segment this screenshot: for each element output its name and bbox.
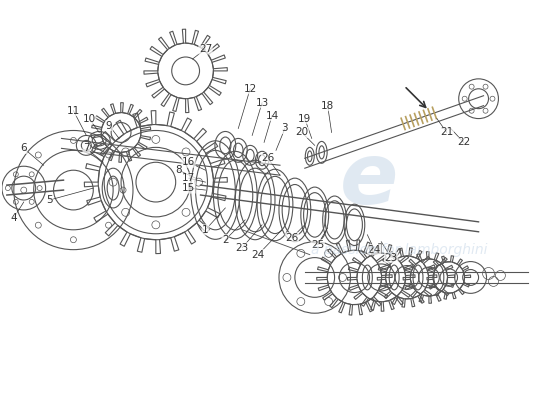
Text: 24: 24 — [368, 245, 381, 255]
Text: 5: 5 — [46, 195, 53, 205]
Text: 27: 27 — [199, 44, 212, 54]
Text: 12: 12 — [244, 84, 257, 94]
Text: 15: 15 — [182, 183, 195, 193]
Text: 24: 24 — [251, 250, 265, 260]
Text: 1: 1 — [202, 225, 209, 235]
Text: 19: 19 — [298, 114, 311, 124]
Text: 7: 7 — [83, 143, 90, 153]
Text: 10: 10 — [82, 114, 96, 124]
Text: 9: 9 — [106, 120, 112, 130]
Text: 25: 25 — [311, 240, 324, 250]
Text: 20: 20 — [295, 128, 309, 138]
Text: 23: 23 — [384, 252, 398, 262]
Text: 26: 26 — [261, 153, 274, 163]
Text: 13: 13 — [255, 98, 269, 108]
Text: 2: 2 — [222, 235, 229, 245]
Text: 14: 14 — [266, 110, 279, 120]
Text: 17: 17 — [182, 173, 195, 183]
Text: 26: 26 — [285, 233, 299, 243]
Text: 18: 18 — [321, 101, 334, 111]
Text: 8: 8 — [175, 165, 182, 175]
Text: 11: 11 — [67, 106, 80, 116]
Text: e: e — [340, 139, 399, 222]
Text: 22: 22 — [457, 138, 470, 148]
Text: 6: 6 — [20, 143, 27, 153]
Text: 21: 21 — [440, 128, 453, 138]
Text: 16: 16 — [182, 157, 195, 167]
Text: 4: 4 — [10, 213, 17, 223]
Text: 3: 3 — [282, 124, 288, 134]
Text: 23: 23 — [235, 243, 249, 253]
Text: a passion for lamborghini: a passion for lamborghini — [311, 243, 487, 257]
